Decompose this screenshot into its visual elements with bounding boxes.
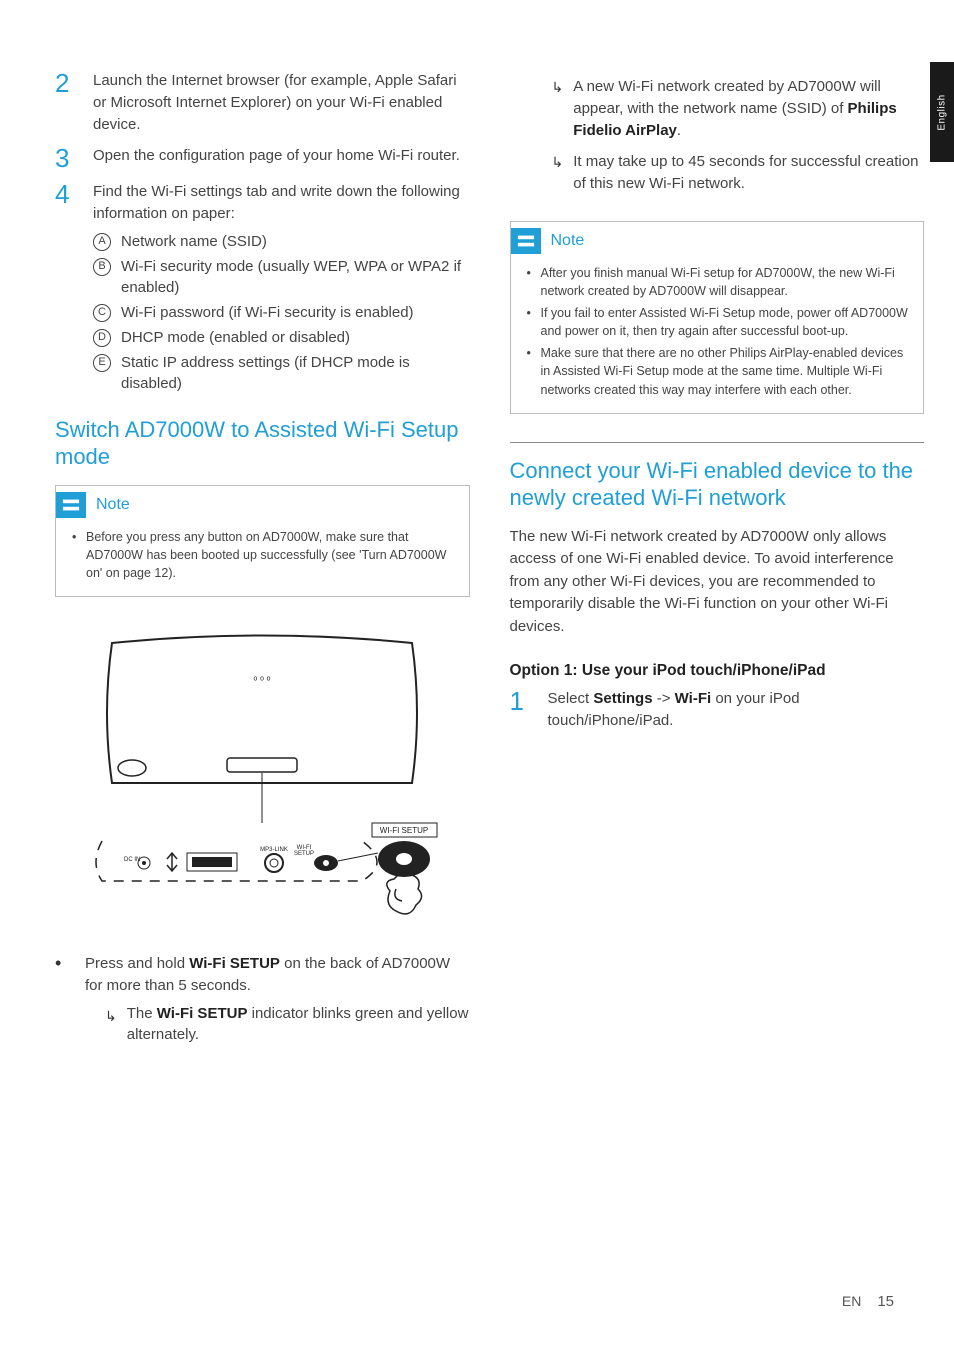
result-text: The Wi-Fi SETUP indicator blinks green a…: [127, 1003, 470, 1047]
section-heading-connect: Connect your Wi-Fi enabled device to the…: [510, 442, 925, 512]
language-tab: English: [930, 62, 954, 162]
sub-text: Static IP address settings (if DHCP mode…: [121, 352, 470, 394]
note-box: Note Before you press any button on AD70…: [55, 485, 470, 597]
note-header: Note: [56, 486, 469, 524]
step-text: Select Settings -> Wi-Fi on your iPod to…: [548, 688, 925, 732]
step-text: Open the configuration page of your home…: [93, 145, 470, 171]
result-arrow-icon: ↳: [105, 1006, 117, 1047]
section-heading-setup-mode: Switch AD7000W to Assisted Wi-Fi Setup m…: [55, 416, 470, 471]
footer-lang: EN: [842, 1293, 861, 1309]
note-item: Make sure that there are no other Philip…: [527, 344, 912, 398]
sub-text: Wi-Fi password (if Wi-Fi security is ena…: [121, 302, 414, 323]
footer-page-number: 15: [877, 1293, 894, 1310]
result-row: ↳ It may take up to 45 seconds for succe…: [552, 151, 925, 195]
text-run: Press and hold: [85, 955, 189, 972]
bullet-text: Press and hold Wi-Fi SETUP on the back o…: [85, 953, 470, 1046]
language-tab-label: English: [937, 94, 948, 130]
result-arrow-icon: ↳: [552, 79, 564, 141]
note-title: Note: [551, 232, 585, 250]
circled-letter: A: [93, 233, 111, 251]
step-number: 1: [510, 688, 530, 732]
svg-text:ᵒ ᵒ ᵒ: ᵒ ᵒ ᵒ: [254, 675, 271, 686]
note-item: After you finish manual Wi-Fi setup for …: [527, 264, 912, 300]
page-content: 2 Launch the Internet browser (for examp…: [0, 0, 954, 1084]
note-list: Before you press any button on AD7000W, …: [56, 524, 469, 582]
note-item: Before you press any button on AD7000W, …: [72, 528, 457, 582]
step-3: 3 Open the configuration page of your ho…: [55, 145, 470, 171]
step-number: 3: [55, 145, 75, 171]
result-row: ↳ The Wi-Fi SETUP indicator blinks green…: [85, 1003, 470, 1047]
step-4: 4 Find the Wi-Fi settings tab and write …: [55, 181, 470, 398]
sub-item-b: B Wi-Fi security mode (usually WEP, WPA o…: [93, 256, 470, 298]
step-number: 4: [55, 181, 75, 398]
step-2: 2 Launch the Internet browser (for examp…: [55, 70, 470, 135]
note-title: Note: [96, 496, 130, 514]
text-run: The: [127, 1005, 157, 1022]
sub-item-e: E Static IP address settings (if DHCP mod…: [93, 352, 470, 394]
text-run: Select: [548, 690, 594, 707]
instruction-bullet: • Press and hold Wi-Fi SETUP on the back…: [55, 953, 470, 1046]
result-arrow-icon: ↳: [552, 154, 564, 195]
sub-item-d: D DHCP mode (enabled or disabled): [93, 327, 470, 348]
result-text: It may take up to 45 seconds for success…: [573, 151, 924, 195]
page-footer: EN 15: [842, 1293, 894, 1310]
text-run: .: [677, 122, 681, 139]
right-column: ↳ A new Wi-Fi network created by AD7000W…: [510, 70, 925, 1054]
text-run: A new Wi-Fi network created by AD7000W w…: [573, 78, 881, 117]
note-icon: [511, 228, 541, 254]
text-bold: Wi-Fi: [675, 690, 712, 707]
text-bold: Wi-Fi SETUP: [157, 1005, 248, 1022]
note-item: If you fail to enter Assisted Wi-Fi Setu…: [527, 304, 912, 340]
text-run: ->: [653, 690, 675, 707]
step-text: Launch the Internet browser (for example…: [93, 70, 470, 135]
circled-letter: B: [93, 258, 111, 276]
step-text: Find the Wi-Fi settings tab and write do…: [93, 181, 470, 398]
circled-letter: C: [93, 304, 111, 322]
step-number: 2: [55, 70, 75, 135]
note-icon: [56, 492, 86, 518]
option-step-1: 1 Select Settings -> Wi-Fi on your iPod …: [510, 688, 925, 732]
sub-text: Wi-Fi security mode (usually WEP, WPA or…: [121, 256, 470, 298]
text-bold: Settings: [593, 690, 652, 707]
continued-results: ↳ A new Wi-Fi network created by AD7000W…: [510, 76, 925, 195]
option-heading: Option 1: Use your iPod touch/iPhone/iPa…: [510, 662, 925, 680]
sub-text: DHCP mode (enabled or disabled): [121, 327, 350, 348]
sub-text: Network name (SSID): [121, 231, 267, 252]
result-row: ↳ A new Wi-Fi network created by AD7000W…: [552, 76, 925, 141]
text-bold: Wi-Fi SETUP: [189, 955, 280, 972]
wifi-setup-label: WI-FI SETUP: [380, 826, 428, 835]
step-text-content: Find the Wi-Fi settings tab and write do…: [93, 183, 460, 222]
note-box: Note After you finish manual Wi-Fi setup…: [510, 221, 925, 414]
device-illustration: ᵒ ᵒ ᵒ DC IN MP3-LINK WI-FI SETUP WI-FI S…: [55, 623, 470, 923]
sub-item-c: C Wi-Fi password (if Wi-Fi security is en…: [93, 302, 470, 323]
bullet-marker: •: [55, 953, 65, 1046]
note-header: Note: [511, 222, 924, 260]
left-column: 2 Launch the Internet browser (for examp…: [55, 70, 470, 1054]
section-paragraph: The new Wi-Fi network created by AD7000W…: [510, 526, 925, 639]
circled-letter: D: [93, 329, 111, 347]
sub-list: A Network name (SSID) B Wi-Fi security mod…: [93, 231, 470, 394]
note-list: After you finish manual Wi-Fi setup for …: [511, 260, 924, 399]
svg-text:SETUP: SETUP: [294, 851, 314, 857]
sub-item-a: A Network name (SSID): [93, 231, 470, 252]
circled-letter: E: [93, 354, 111, 372]
result-text: A new Wi-Fi network created by AD7000W w…: [573, 76, 924, 141]
svg-text:MP3-LINK: MP3-LINK: [260, 847, 288, 853]
